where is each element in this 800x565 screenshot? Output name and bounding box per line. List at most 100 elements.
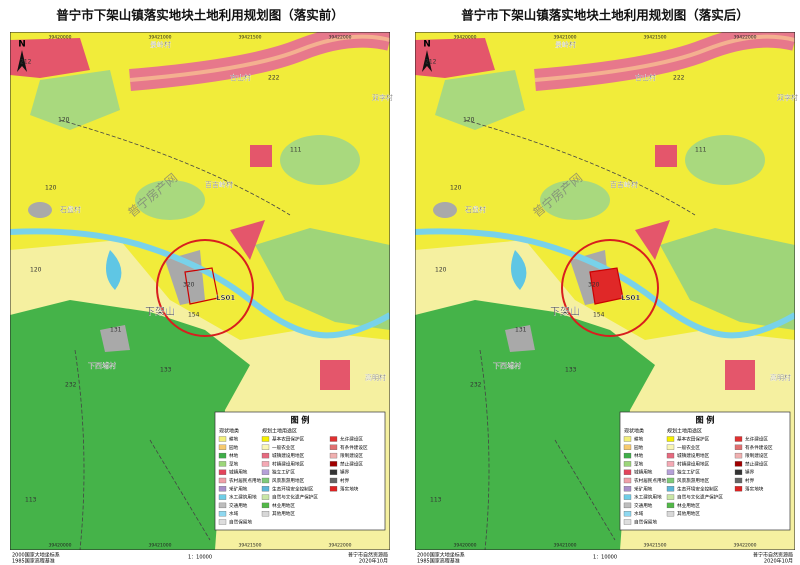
legend-item: 交通用地: [634, 502, 653, 509]
land-code: 111: [290, 147, 302, 154]
place-label: 景岭村: [150, 40, 171, 49]
legend-swatch: [329, 486, 338, 492]
legend-item: 城镇用地: [634, 469, 653, 476]
pond: [511, 250, 527, 290]
legend-swatch: [261, 436, 270, 442]
village-mid: [655, 145, 677, 167]
legend-swatch: [666, 461, 675, 467]
village-mid: [250, 145, 272, 167]
legend-swatch: [261, 511, 270, 517]
coord-top: 39421500: [239, 35, 262, 41]
legend-item: 镇界: [340, 469, 350, 476]
legend-swatch: [666, 494, 675, 500]
place-label: 石盘村: [465, 205, 486, 214]
coord-bottom: 39421000: [554, 543, 577, 549]
place-label: 下西埔村: [88, 361, 116, 370]
place-label: 双李村: [372, 93, 393, 102]
land-code: 120: [463, 117, 475, 124]
legend-swatch: [218, 461, 227, 467]
legend-item: 水域: [229, 510, 239, 517]
legend-item: 水工建筑用地: [634, 494, 662, 501]
legend-swatch: [218, 502, 227, 509]
forest-se: [255, 228, 390, 330]
land-code: 232: [65, 382, 77, 389]
land-code: 222: [673, 75, 685, 82]
legend-item: 农村居民点用地: [634, 477, 667, 484]
legend-swatch: [623, 436, 632, 442]
legend-swatch: [734, 486, 743, 492]
coord-bottom: 39420000: [49, 543, 72, 549]
legend-item: 林业用地区: [677, 502, 700, 509]
legend-item: 有条件建设区: [745, 444, 773, 451]
land-code: 154: [188, 312, 200, 319]
map-title: 普宁市下架山镇落实地块土地利用规划图（落实后）: [461, 8, 749, 23]
land-code: 113: [430, 497, 442, 504]
legend-item: 允许建设区: [745, 436, 768, 443]
legend-swatch: [218, 444, 227, 450]
legend-item: 生态环境安全控制区: [272, 485, 314, 492]
village-east: [320, 360, 350, 390]
village-patch: [635, 220, 670, 260]
land-code: 232: [470, 382, 482, 389]
legend-box: [619, 411, 791, 531]
river: [10, 228, 390, 339]
legend-swatch: [623, 511, 632, 517]
coord-bottom: 39422000: [734, 543, 757, 549]
map-panel: 普宁市下架山镇落实地块土地利用规划图（落实前） N 39420000 39420000…: [10, 8, 393, 565]
legend-swatch: [623, 477, 632, 484]
forest-se: [660, 228, 795, 330]
legend-swatch: [666, 469, 675, 475]
legend-item: 水工建筑用地: [229, 494, 257, 501]
legend-item: 采矿用地: [229, 485, 248, 492]
coord-bottom: 39421000: [149, 543, 172, 549]
legend-title: 图 例: [696, 415, 715, 425]
legend-item: 落实地块: [745, 485, 764, 492]
legend-item: 禁止建设区: [745, 460, 768, 467]
legend-item: 允许建设区: [340, 436, 363, 443]
village-patch: [230, 220, 265, 260]
footer-crs: 2000国家大地坐标系: [417, 552, 465, 559]
legend-swatch: [218, 469, 227, 475]
legend-heading: 现状地类: [219, 428, 239, 435]
land-code: 120: [450, 185, 462, 192]
north-label: N: [18, 40, 26, 50]
north-arrow: [17, 50, 27, 72]
legend-swatch: [261, 494, 270, 500]
coord-top: 39421000: [149, 35, 172, 41]
place-label: 下西埔村: [493, 361, 521, 370]
land-code: 113: [25, 497, 37, 504]
land-code: 131: [515, 327, 527, 334]
coord-top: 39422000: [734, 35, 757, 41]
grey-3: [433, 202, 457, 218]
coord-top: 39420000: [49, 35, 72, 41]
footer-org: 普宁市自然资源局: [753, 552, 793, 559]
legend-swatch: [329, 452, 338, 459]
legend-swatch: [218, 511, 227, 517]
legend-item: 基本农田保护区: [677, 436, 710, 443]
legend-swatch: [666, 486, 675, 492]
legend-item: 自然与文化遗产保护区: [677, 494, 723, 501]
coord-bottom: 39421500: [644, 543, 667, 549]
legend-item: 风景旅游用地区: [677, 477, 710, 484]
footer-datum: 1985国家高程基准: [417, 558, 460, 565]
place-label: 百吉岭村: [205, 180, 233, 189]
place-label: LS01: [621, 294, 640, 302]
legend-item: 限制建设区: [745, 452, 768, 459]
grey-2: [505, 325, 535, 352]
legend-item: 村镇建设用地区: [677, 460, 710, 467]
forest-n3: [540, 180, 610, 220]
pond: [106, 250, 122, 290]
legend-item: 其他用地区: [677, 510, 700, 517]
road-band: [534, 34, 795, 82]
legend-swatch: [623, 502, 632, 509]
legend-title: 图 例: [291, 415, 310, 425]
forest-sw: [10, 300, 250, 550]
forest-n1: [30, 70, 120, 130]
legend-item: 草地: [634, 460, 644, 467]
legend-swatch: [329, 444, 338, 450]
legend-swatch: [666, 502, 675, 509]
footer-org: 普宁市自然资源局: [348, 552, 388, 559]
boundary: [464, 119, 696, 550]
place-label: 高明村: [770, 373, 791, 382]
legend-item: 农村居民点用地: [229, 477, 262, 484]
